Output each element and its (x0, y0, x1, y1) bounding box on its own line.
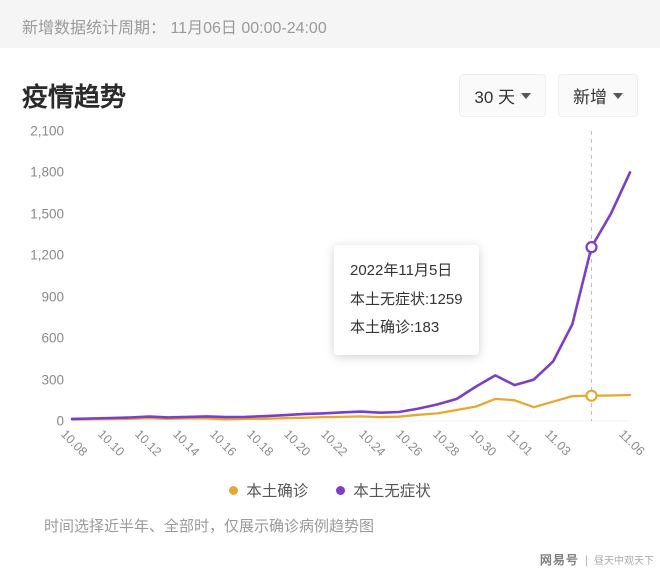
chart-plot: 03006009001,2001,5001,8002,100 (22, 131, 638, 431)
days-selector[interactable]: 30 天 (459, 74, 546, 117)
x-tick: 10.08 (58, 427, 90, 459)
mode-selector-label: 新增 (573, 83, 607, 108)
tooltip-date: 2022年11月5日 (350, 257, 463, 286)
legend-item-asymptomatic[interactable]: 本土无症状 (336, 479, 431, 501)
legend-dot-icon (229, 486, 238, 495)
mode-selector[interactable]: 新增 (558, 74, 638, 117)
x-tick: 10.24 (356, 427, 388, 459)
x-tick: 10.20 (281, 427, 313, 459)
legend-label: 本土无症状 (353, 479, 431, 501)
x-tick: 10.18 (244, 427, 276, 459)
y-tick: 1,800 (22, 165, 64, 180)
watermark-divider: | (585, 553, 588, 567)
chart-header: 疫情趋势 30 天 新增 (0, 48, 660, 121)
legend-dot-icon (336, 486, 345, 495)
x-tick: 10.22 (318, 427, 350, 459)
chart-tooltip: 2022年11月5日 本土无症状:1259 本土确诊:183 (334, 245, 479, 355)
watermark-sub: 昼天中观天下 (594, 552, 654, 567)
y-tick: 0 (22, 414, 64, 429)
x-tick: 10.10 (95, 427, 127, 459)
selector-group: 30 天 新增 (459, 74, 638, 117)
stats-period-label: 新增数据统计周期： (22, 20, 166, 37)
chart-zone: 2022年11月5日 本土无症状:1259 本土确诊:183 0 300 600 90… (0, 121, 660, 536)
x-tick: 11.01 (504, 427, 535, 458)
days-selector-label: 30 天 (474, 83, 515, 108)
chart-title: 疫情趋势 (22, 77, 459, 114)
y-tick: 900 (22, 289, 64, 304)
y-tick: 1,200 (22, 248, 64, 263)
y-tick: 300 (22, 372, 64, 387)
tooltip-line-confirmed: 本土确诊:183 (350, 314, 463, 343)
x-tick: 10.30 (467, 427, 499, 459)
stats-period-note: 新增数据统计周期： 11月06日 00:00-24:00 (0, 0, 660, 48)
legend: 本土确诊 本土无症状 (22, 479, 638, 501)
x-tick: 10.16 (207, 427, 239, 459)
x-tick: 10.12 (132, 427, 164, 459)
x-tick: 10.14 (170, 427, 202, 459)
y-tick: 1,500 (22, 206, 64, 221)
stats-period-value: 11月06日 00:00-24:00 (170, 20, 326, 37)
x-tick: 11.03 (542, 427, 573, 458)
chart-footnote: 时间选择近半年、全部时，仅展示确诊病例趋势图 (22, 501, 638, 536)
legend-item-confirmed[interactable]: 本土确诊 (229, 479, 308, 501)
x-axis: 10.0810.1010.1210.1410.1610.1810.2010.22… (72, 427, 630, 463)
chevron-down-icon (613, 93, 623, 99)
x-tick: 11.06 (616, 427, 647, 458)
x-tick: 10.28 (430, 427, 462, 459)
watermark-brand: 网易号 (540, 551, 579, 568)
tooltip-line-asymptomatic: 本土无症状:1259 (350, 286, 463, 315)
y-tick: 2,100 (22, 124, 64, 139)
x-tick: 10.26 (393, 427, 425, 459)
y-tick: 600 (22, 331, 64, 346)
legend-label: 本土确诊 (246, 479, 308, 501)
watermark: 网易号 | 昼天中观天下 (540, 551, 654, 568)
chevron-down-icon (521, 93, 531, 99)
